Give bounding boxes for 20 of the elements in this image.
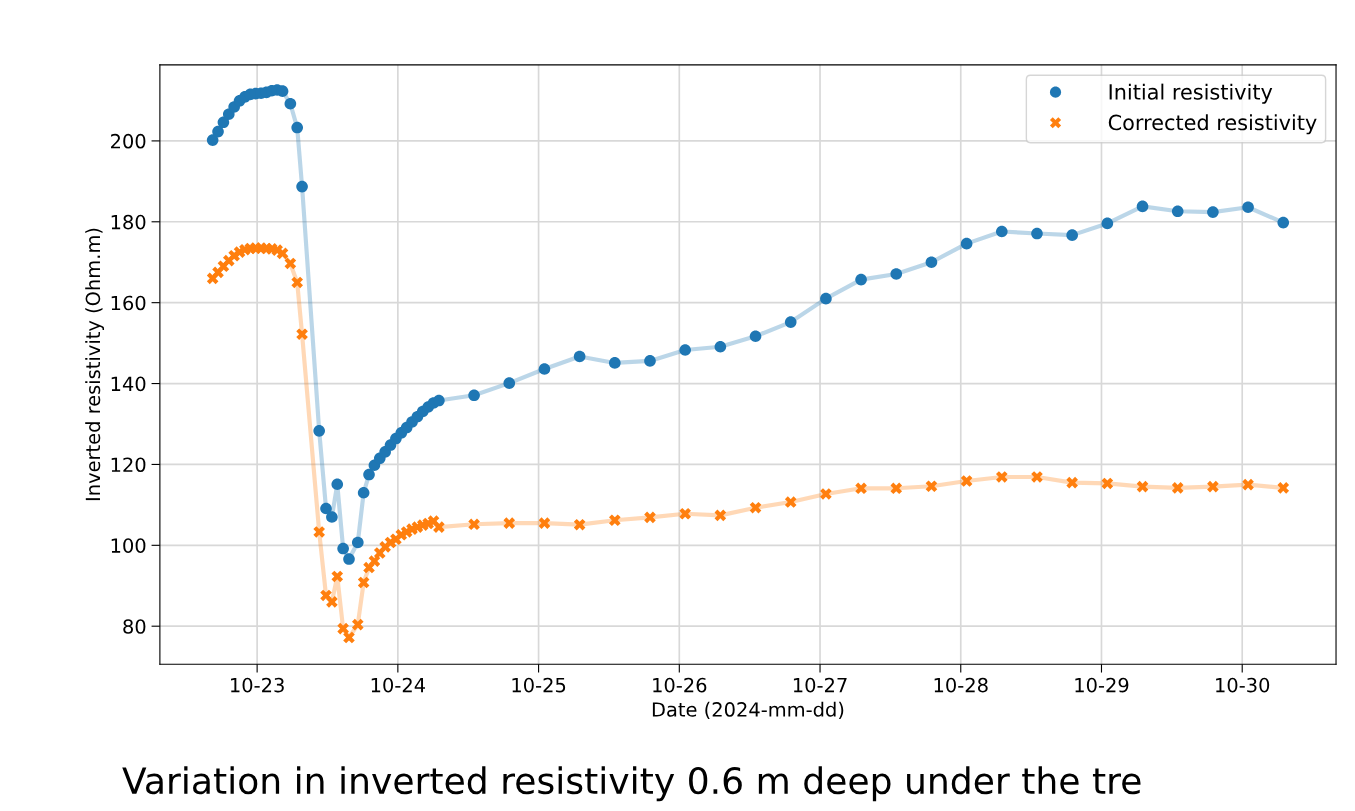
x-tick-label: 10-24 bbox=[371, 677, 426, 693]
y-tick-label: 100 bbox=[111, 538, 146, 553]
y-tick-label: 200 bbox=[111, 133, 146, 149]
legend-label: Corrected resistivity bbox=[1108, 114, 1317, 135]
y-tick-label: 120 bbox=[111, 457, 146, 473]
y-tick-label: 160 bbox=[111, 295, 146, 311]
x-tick-label: 10-27 bbox=[793, 677, 847, 693]
legend-label: Initial resistivity bbox=[1109, 83, 1273, 104]
x-tick-label: 10-30 bbox=[1216, 677, 1270, 693]
x-tick-label: 10-23 bbox=[231, 677, 284, 693]
y-tick-label: 140 bbox=[111, 376, 146, 392]
x-tick-label: 10-25 bbox=[512, 677, 566, 693]
x-axis-title: Date (2024-mm-dd) bbox=[652, 701, 844, 720]
text: Variation in inverted resistivity 0.6 m deep under the tre bbox=[122, 766, 1141, 802]
y-tick-label: 80 bbox=[123, 619, 146, 634]
y-axis-title: Inverted resistivity (Ohm.m) bbox=[85, 228, 105, 501]
x-tick-label: 10-28 bbox=[934, 677, 988, 693]
y-tick-label: 180 bbox=[111, 214, 146, 230]
x-tick-label: 10-26 bbox=[653, 677, 707, 693]
x-tick-label: 10-29 bbox=[1075, 677, 1129, 693]
